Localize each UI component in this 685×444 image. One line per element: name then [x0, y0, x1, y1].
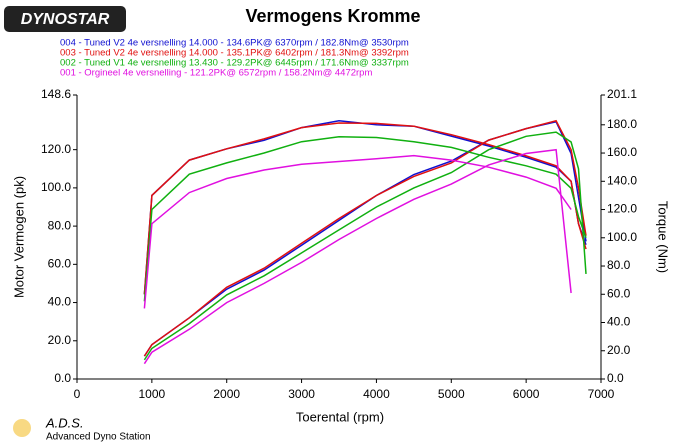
x-tick-label: 0 [74, 387, 81, 401]
chart-title: Vermogens Kromme [245, 6, 420, 26]
y-tick-label: 100.0 [41, 180, 71, 194]
legend-entry: 004 - Tuned V2 4e versnelling 14.000 - 1… [60, 38, 409, 49]
y2-tick-label: 0.0 [607, 371, 624, 385]
y2-tick-label: 60.0 [607, 286, 631, 300]
legend-entry: 002 - Tuned V1 4e versnelling 13.430 - 1… [60, 58, 409, 69]
y2-tick-label: 140.0 [607, 173, 637, 187]
y-tick-label: 0.0 [54, 371, 71, 385]
legend-entry: 001 - Orgineel 4e versnelling - 121.2PK@… [60, 68, 372, 79]
x-tick-label: 1000 [139, 387, 166, 401]
y2-tick-label: 201.1 [607, 87, 637, 101]
y2-tick-label: 20.0 [607, 343, 631, 357]
footer-subtitle: Advanced Dyno Station [46, 432, 151, 443]
x-tick-label: 6000 [513, 387, 540, 401]
x-tick-label: 5000 [438, 387, 465, 401]
y-tick-label: 120.0 [41, 142, 71, 156]
legend-entry: 003 - Tuned V2 4e versnelling 14.000 - 1… [60, 48, 409, 59]
power-line [143, 131, 587, 361]
torque-line [143, 120, 587, 295]
y-tick-label: 20.0 [48, 333, 72, 347]
logo-box [4, 6, 126, 32]
y2-tick-label: 40.0 [607, 315, 631, 329]
x-axis-label: Toerental (rpm) [296, 409, 384, 424]
y-tick-label: 148.6 [41, 87, 71, 101]
y2-tick-label: 80.0 [607, 258, 631, 272]
x-tick-label: 2000 [213, 387, 240, 401]
logo: DYNOSTAR [21, 11, 110, 28]
y2-tick-label: 180.0 [607, 117, 637, 131]
x-tick-label: 3000 [288, 387, 315, 401]
y-tick-label: 60.0 [48, 257, 72, 271]
power-line [143, 148, 572, 365]
y2-tick-label: 120.0 [607, 202, 637, 216]
power-line [143, 119, 587, 357]
y-axis-label: Motor Vermogen (pk) [11, 176, 26, 298]
footer-icon [13, 419, 31, 437]
x-tick-label: 4000 [363, 387, 390, 401]
x-tick-label: 7000 [588, 387, 615, 401]
y2-axis-label: Torque (Nm) [656, 201, 671, 273]
power-line [143, 120, 587, 357]
torque-line [143, 154, 572, 309]
y-tick-label: 80.0 [48, 218, 72, 232]
y2-tick-label: 100.0 [607, 230, 637, 244]
y-tick-label: 40.0 [48, 295, 72, 309]
torque-line [143, 122, 587, 295]
footer-title: A.D.S. [45, 415, 84, 430]
y2-tick-label: 160.0 [607, 145, 637, 159]
torque-line [143, 135, 587, 302]
